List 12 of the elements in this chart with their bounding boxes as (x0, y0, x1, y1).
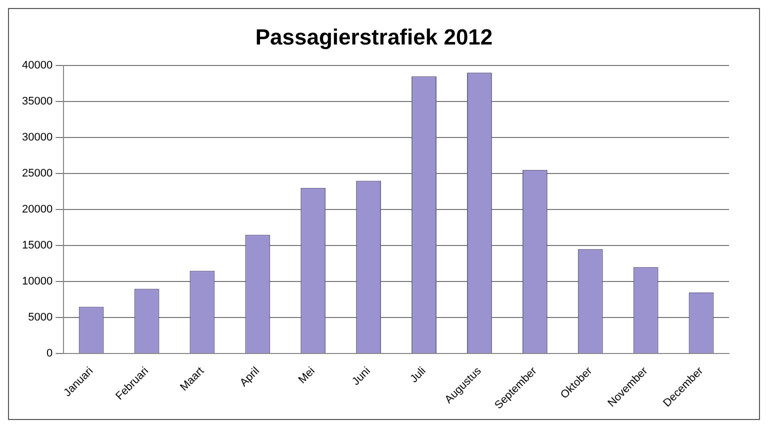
y-tick-label: 10000 (22, 276, 53, 288)
y-tick-label: 20000 (22, 204, 53, 216)
y-tick-label: 0 (46, 348, 53, 360)
y-tick-label: 35000 (22, 95, 53, 108)
y-tick-label: 15000 (22, 240, 53, 252)
y-tick-label: 5000 (28, 312, 53, 324)
y-tick-label: 25000 (22, 168, 53, 180)
x-tick-label: Mei (296, 365, 318, 386)
x-tick-label: Juli (408, 365, 428, 386)
y-tick-label: 40000 (22, 59, 53, 72)
y-tick-label: 30000 (22, 131, 53, 144)
chart-title: Passagierstrafiek 2012 (255, 24, 493, 50)
